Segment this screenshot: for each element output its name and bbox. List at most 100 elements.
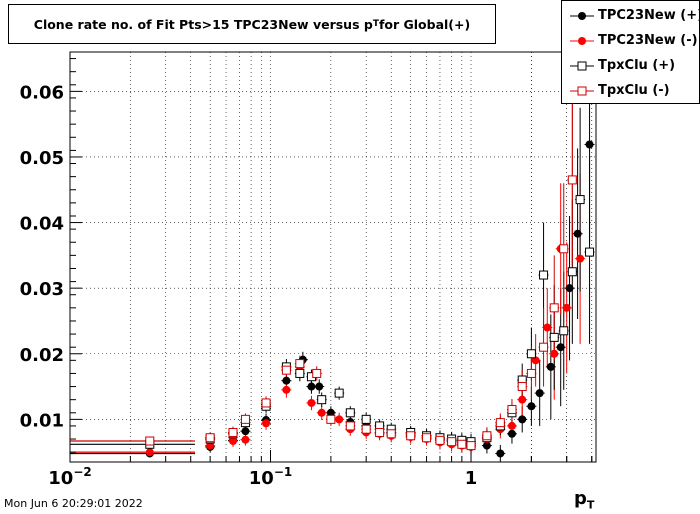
data-point bbox=[539, 342, 549, 352]
error-bars bbox=[70, 52, 595, 462]
y-tick-label: 0.03 bbox=[20, 279, 64, 300]
data-markers bbox=[145, 140, 595, 458]
x-tick-label: 10−2 bbox=[48, 465, 91, 489]
data-point bbox=[567, 267, 577, 277]
data-point bbox=[406, 431, 416, 441]
data-point bbox=[550, 349, 559, 358]
data-point bbox=[205, 433, 215, 443]
data-point bbox=[549, 332, 559, 342]
data-point bbox=[507, 421, 516, 430]
data-point bbox=[567, 175, 577, 185]
data-point bbox=[345, 421, 355, 431]
legend-label: TPC23New (+) bbox=[598, 8, 700, 23]
axes: 0.01 0.02 0.03 0.04 0.05 0.06 10−2 10−1 1 bbox=[20, 58, 593, 489]
data-point bbox=[559, 326, 569, 336]
data-point bbox=[315, 382, 324, 391]
data-point bbox=[535, 389, 544, 398]
data-point bbox=[527, 402, 536, 411]
y-tick-label: 0.01 bbox=[20, 410, 64, 431]
data-point bbox=[240, 414, 250, 424]
data-point bbox=[282, 376, 291, 385]
data-point bbox=[335, 415, 344, 424]
legend-item-tpxclu-plus: TpxClu (+) bbox=[562, 53, 700, 79]
data-point bbox=[435, 435, 445, 445]
legend-item-tpxclu-minus: TpxClu (-) bbox=[562, 78, 700, 104]
data-point bbox=[307, 382, 316, 391]
data-point bbox=[326, 408, 335, 417]
data-point bbox=[317, 408, 326, 417]
data-point bbox=[261, 398, 271, 408]
data-point bbox=[241, 427, 250, 436]
y-tick-label: 0.02 bbox=[20, 345, 64, 366]
data-point bbox=[145, 436, 155, 446]
legend-label: TpxClu (-) bbox=[598, 83, 670, 98]
data-point bbox=[145, 448, 154, 457]
data-point bbox=[565, 284, 574, 293]
data-point bbox=[206, 441, 215, 450]
data-point bbox=[312, 368, 322, 378]
x-tick-label: 10−1 bbox=[249, 465, 292, 489]
data-point bbox=[573, 229, 582, 238]
data-point bbox=[375, 427, 385, 437]
data-point bbox=[562, 303, 571, 312]
data-point bbox=[507, 405, 517, 415]
data-point bbox=[295, 359, 305, 369]
data-point bbox=[526, 368, 536, 378]
filled-circle-marker-icon bbox=[570, 12, 594, 20]
data-point bbox=[495, 418, 505, 428]
chart-title: Clone rate no. of Fit Pts>15 TPC23New ve… bbox=[8, 4, 496, 44]
data-point bbox=[262, 419, 271, 428]
y-tick-label: 0.04 bbox=[20, 214, 64, 235]
data-point bbox=[507, 429, 516, 438]
legend-label: TPC23New (-) bbox=[598, 33, 698, 48]
data-point bbox=[282, 385, 291, 394]
data-point bbox=[526, 349, 536, 359]
legend-label: TpxClu (+) bbox=[598, 58, 676, 73]
data-point bbox=[549, 303, 559, 313]
grid-lines bbox=[69, 52, 596, 462]
data-point bbox=[543, 323, 552, 332]
data-point bbox=[422, 433, 432, 443]
data-point bbox=[447, 437, 457, 447]
data-point bbox=[361, 414, 371, 424]
data-point bbox=[482, 431, 492, 441]
chart-title-text: Clone rate no. of Fit Pts>15 TPC23New ve… bbox=[33, 16, 373, 32]
data-point bbox=[559, 244, 569, 254]
y-tick-label: 0.05 bbox=[20, 148, 64, 169]
data-point bbox=[575, 195, 585, 205]
data-point bbox=[482, 441, 491, 450]
legend-item-tpc23new-minus: TPC23New (-) bbox=[562, 28, 700, 54]
data-point bbox=[546, 362, 555, 371]
data-point bbox=[585, 247, 595, 257]
data-point bbox=[386, 429, 396, 439]
x-axis-label: pT bbox=[574, 488, 594, 512]
data-point bbox=[556, 343, 565, 352]
data-point bbox=[345, 408, 355, 418]
data-point bbox=[539, 270, 549, 280]
data-point bbox=[585, 140, 594, 149]
data-point bbox=[466, 441, 476, 451]
data-point bbox=[241, 435, 250, 444]
data-point bbox=[307, 398, 316, 407]
data-point bbox=[576, 254, 585, 263]
plot-frame bbox=[69, 51, 597, 463]
data-point bbox=[228, 427, 238, 437]
y-tick-label: 0.06 bbox=[20, 82, 64, 103]
data-point bbox=[326, 414, 336, 424]
data-point bbox=[518, 395, 527, 404]
data-point bbox=[334, 388, 344, 398]
data-point bbox=[517, 382, 527, 392]
legend: TPC23New (+) TPC23New (-) TpxClu (+) Tpx… bbox=[561, 0, 700, 104]
data-point bbox=[281, 365, 291, 375]
x-axis-label-text: p bbox=[574, 488, 587, 509]
open-square-marker-icon bbox=[570, 86, 594, 96]
chart-title-subscript: T bbox=[372, 19, 379, 29]
data-point bbox=[457, 439, 467, 449]
x-tick-label: 1 bbox=[465, 468, 478, 489]
data-point bbox=[496, 449, 505, 458]
data-point bbox=[361, 424, 371, 434]
legend-item-tpc23new-plus: TPC23New (+) bbox=[562, 3, 700, 29]
data-point bbox=[229, 437, 238, 446]
data-point bbox=[518, 415, 527, 424]
open-square-marker-icon bbox=[570, 61, 594, 71]
